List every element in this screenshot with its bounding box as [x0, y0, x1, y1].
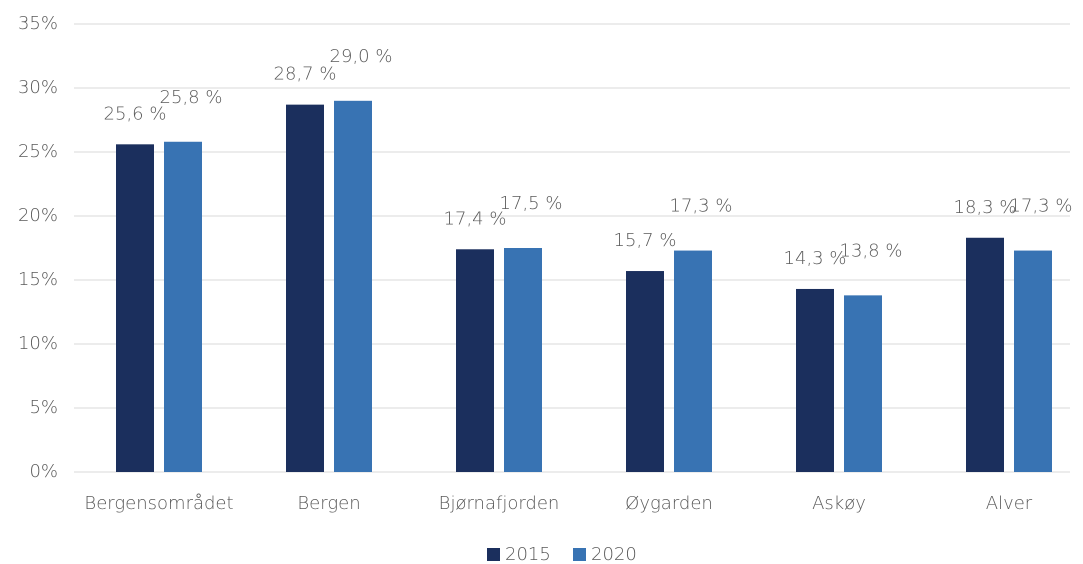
data-label: 13,8 % [840, 240, 903, 261]
data-label: 29,0 % [330, 46, 393, 67]
data-label: 17,3 % [670, 196, 733, 217]
bar [504, 248, 542, 472]
bar [626, 271, 664, 472]
data-label: 28,7 % [274, 64, 337, 85]
data-label: 17,4 % [444, 208, 507, 229]
legend-label: 2020 [591, 544, 637, 564]
bar [334, 100, 372, 473]
y-tick-label: 20% [18, 205, 58, 226]
y-tick-label: 25% [18, 141, 58, 162]
bar [456, 249, 494, 472]
x-tick-label: Bjørnafjorden [439, 493, 560, 514]
bar [966, 237, 1004, 472]
legend-label: 2015 [505, 544, 551, 564]
legend-swatch [487, 548, 500, 561]
bar [796, 288, 834, 472]
x-tick-label: Øygarden [625, 493, 713, 514]
x-tick-label: Bergen [297, 493, 360, 514]
data-label: 15,7 % [614, 230, 677, 251]
x-tick-label: Askøy [812, 493, 866, 514]
data-label: 17,3 % [1010, 196, 1073, 217]
legend-swatch [573, 548, 586, 561]
bar [116, 144, 154, 472]
bar [164, 141, 202, 472]
y-tick-label: 35% [18, 13, 58, 34]
data-label: 25,6 % [104, 103, 167, 124]
y-tick-label: 30% [18, 77, 58, 98]
bar [1014, 250, 1052, 472]
bar [674, 250, 712, 472]
bar [844, 295, 882, 472]
data-label: 14,3 % [784, 248, 847, 269]
x-tick-label: Alver [986, 493, 1033, 514]
data-label: 17,5 % [500, 193, 563, 214]
data-label: 18,3 % [954, 197, 1017, 218]
data-label: 25,8 % [160, 87, 223, 108]
y-tick-label: 0% [29, 461, 58, 482]
y-tick-label: 10% [18, 333, 58, 354]
y-tick-label: 15% [18, 269, 58, 290]
y-tick-label: 5% [29, 397, 58, 418]
bar [286, 104, 324, 472]
x-tick-label: Bergensområdet [84, 493, 233, 514]
